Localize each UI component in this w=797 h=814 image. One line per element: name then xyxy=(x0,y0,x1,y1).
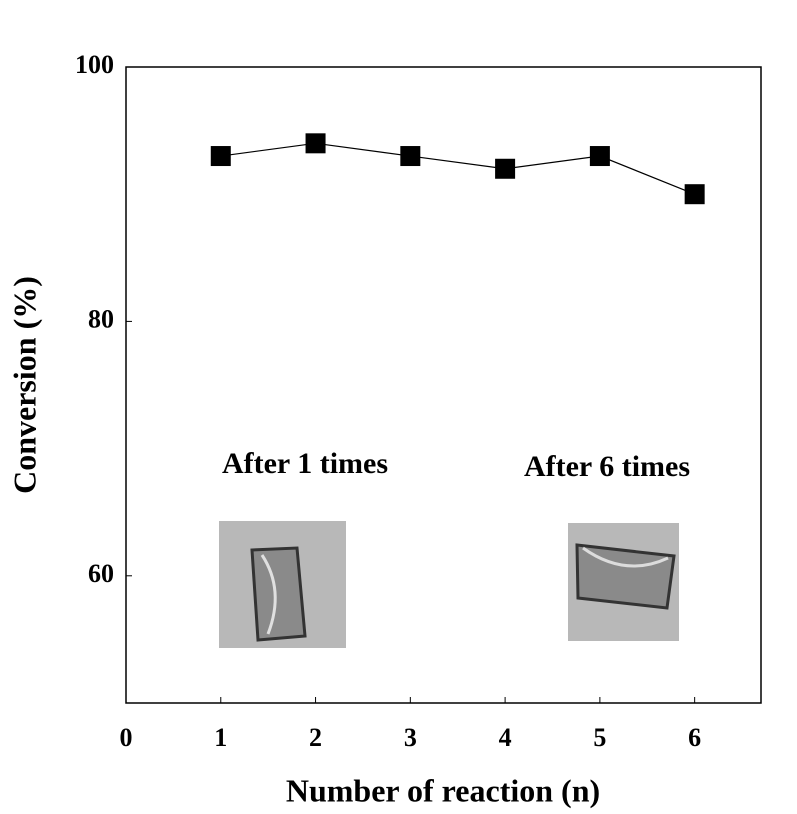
marker xyxy=(210,146,231,167)
x-tick-label: 4 xyxy=(499,723,512,752)
x-tick-label: 5 xyxy=(593,723,606,752)
series-line xyxy=(220,142,695,195)
annotation: After 6 times xyxy=(524,450,690,483)
x-tick-label: 0 xyxy=(120,723,133,752)
photo xyxy=(568,523,679,641)
photo xyxy=(219,521,346,648)
marker xyxy=(589,146,610,167)
marker xyxy=(495,158,516,179)
y-tick-label: 60 xyxy=(88,559,114,588)
marker xyxy=(305,133,326,154)
plot-frame xyxy=(125,66,762,704)
y-axis-label: Conversion (%) xyxy=(6,276,42,494)
x-axis-label: Number of reaction (n) xyxy=(286,772,600,808)
x-tick-label: 3 xyxy=(404,723,417,752)
marker xyxy=(684,184,705,205)
annotation: After 1 times xyxy=(222,447,388,480)
x-tick-label: 1 xyxy=(214,723,227,752)
x-tick-label: 2 xyxy=(309,723,322,752)
marker xyxy=(400,146,421,167)
y-tick-label: 80 xyxy=(88,304,114,333)
x-tick-label: 6 xyxy=(688,723,701,752)
y-tick-label: 100 xyxy=(75,50,114,79)
